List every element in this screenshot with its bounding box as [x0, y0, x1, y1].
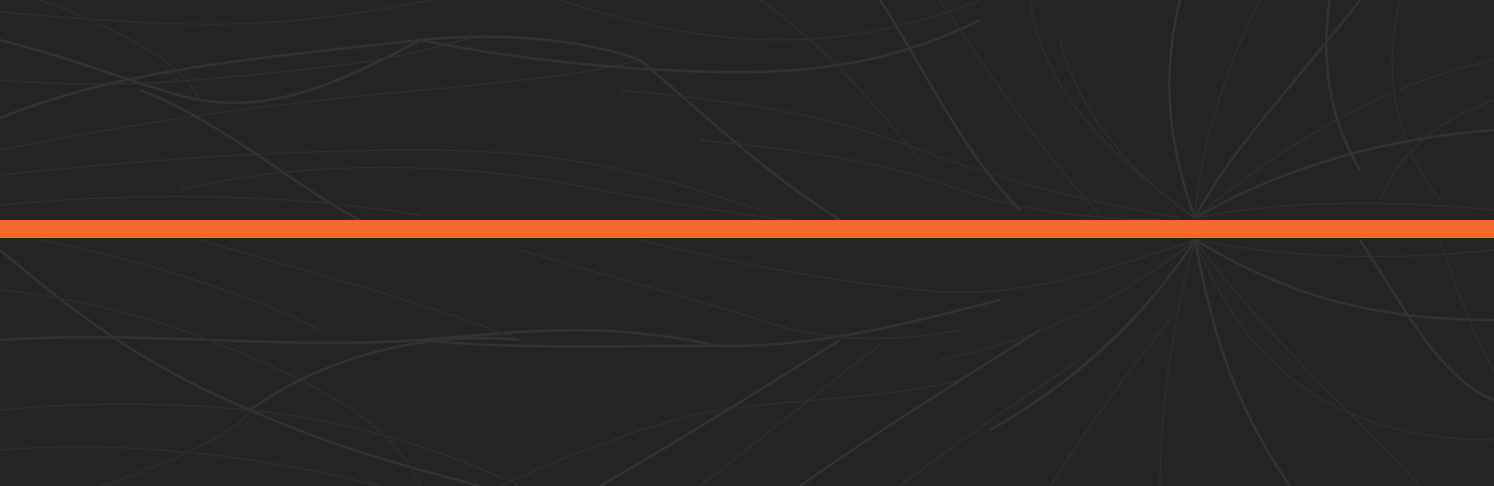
orange-accent-stripe: [0, 220, 1494, 238]
